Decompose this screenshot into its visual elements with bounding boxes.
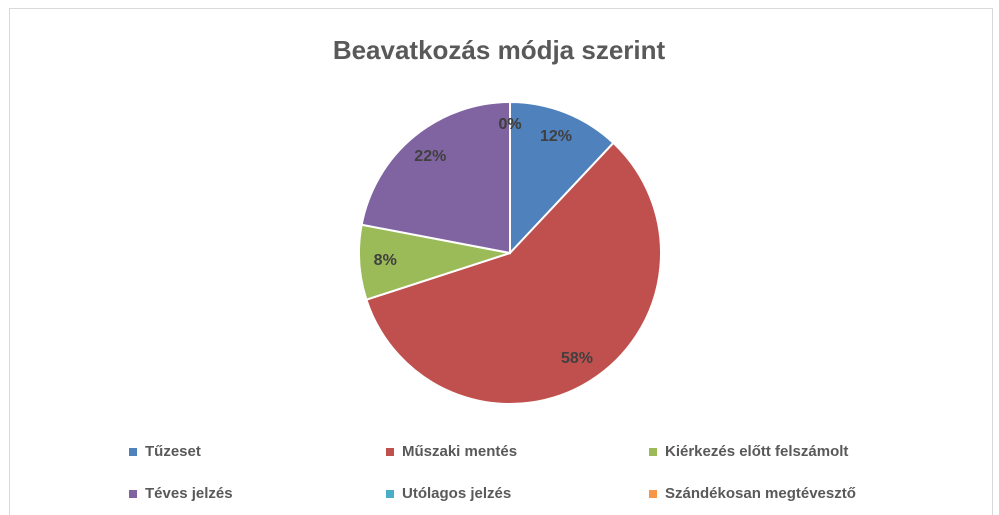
- legend-label: Kiérkezés előtt felszámolt: [665, 443, 848, 460]
- pie-slice: [509, 100, 615, 256]
- pie-slice: [365, 141, 662, 405]
- data-label: 0%: [498, 116, 521, 133]
- legend-marker: [129, 490, 137, 498]
- data-label: 0%: [498, 116, 521, 133]
- data-label: 8%: [374, 252, 397, 269]
- chart-title: Beavatkozás módja szerint: [333, 35, 666, 65]
- legend-label: Műszaki mentés: [402, 443, 517, 460]
- data-label: 12%: [540, 128, 572, 145]
- legend-marker: [386, 490, 394, 498]
- legend-marker: [129, 448, 137, 456]
- legend-marker: [649, 448, 657, 456]
- legend-marker: [649, 490, 657, 498]
- legend-label: Tűzeset: [145, 443, 201, 460]
- legend-label: Téves jelzés: [145, 485, 233, 502]
- legend-label: Szándékosan megtévesztő: [665, 485, 856, 502]
- data-label: 22%: [414, 148, 446, 165]
- pie-slice: [360, 100, 511, 255]
- legend-label: Utólagos jelzés: [402, 485, 511, 502]
- data-label: 58%: [561, 350, 593, 367]
- legend-marker: [386, 448, 394, 456]
